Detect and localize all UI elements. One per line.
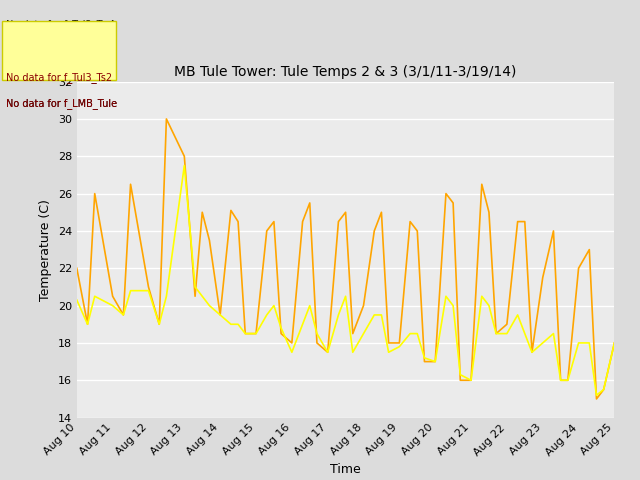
- Text: No data for f_Tul3_Ts2: No data for f_Tul3_Ts2: [6, 72, 113, 83]
- Y-axis label: Temperature (C): Temperature (C): [39, 199, 52, 300]
- X-axis label: Time: Time: [330, 463, 361, 476]
- Text: No data for f_Tul3_Tw4: No data for f_Tul3_Tw4: [6, 46, 115, 57]
- Text: No data for f_Tul3_Ts2: No data for f_Tul3_Ts2: [6, 72, 113, 83]
- Title: MB Tule Tower: Tule Temps 2 & 3 (3/1/11-3/19/14): MB Tule Tower: Tule Temps 2 & 3 (3/1/11-…: [175, 65, 516, 79]
- Text: No data for f_LMB_Tule: No data for f_LMB_Tule: [6, 98, 118, 109]
- Text: No data for f_Tul2_Tw4: No data for f_Tul2_Tw4: [6, 19, 115, 30]
- Text: No data for f_LMB_Tule: No data for f_LMB_Tule: [6, 98, 118, 109]
